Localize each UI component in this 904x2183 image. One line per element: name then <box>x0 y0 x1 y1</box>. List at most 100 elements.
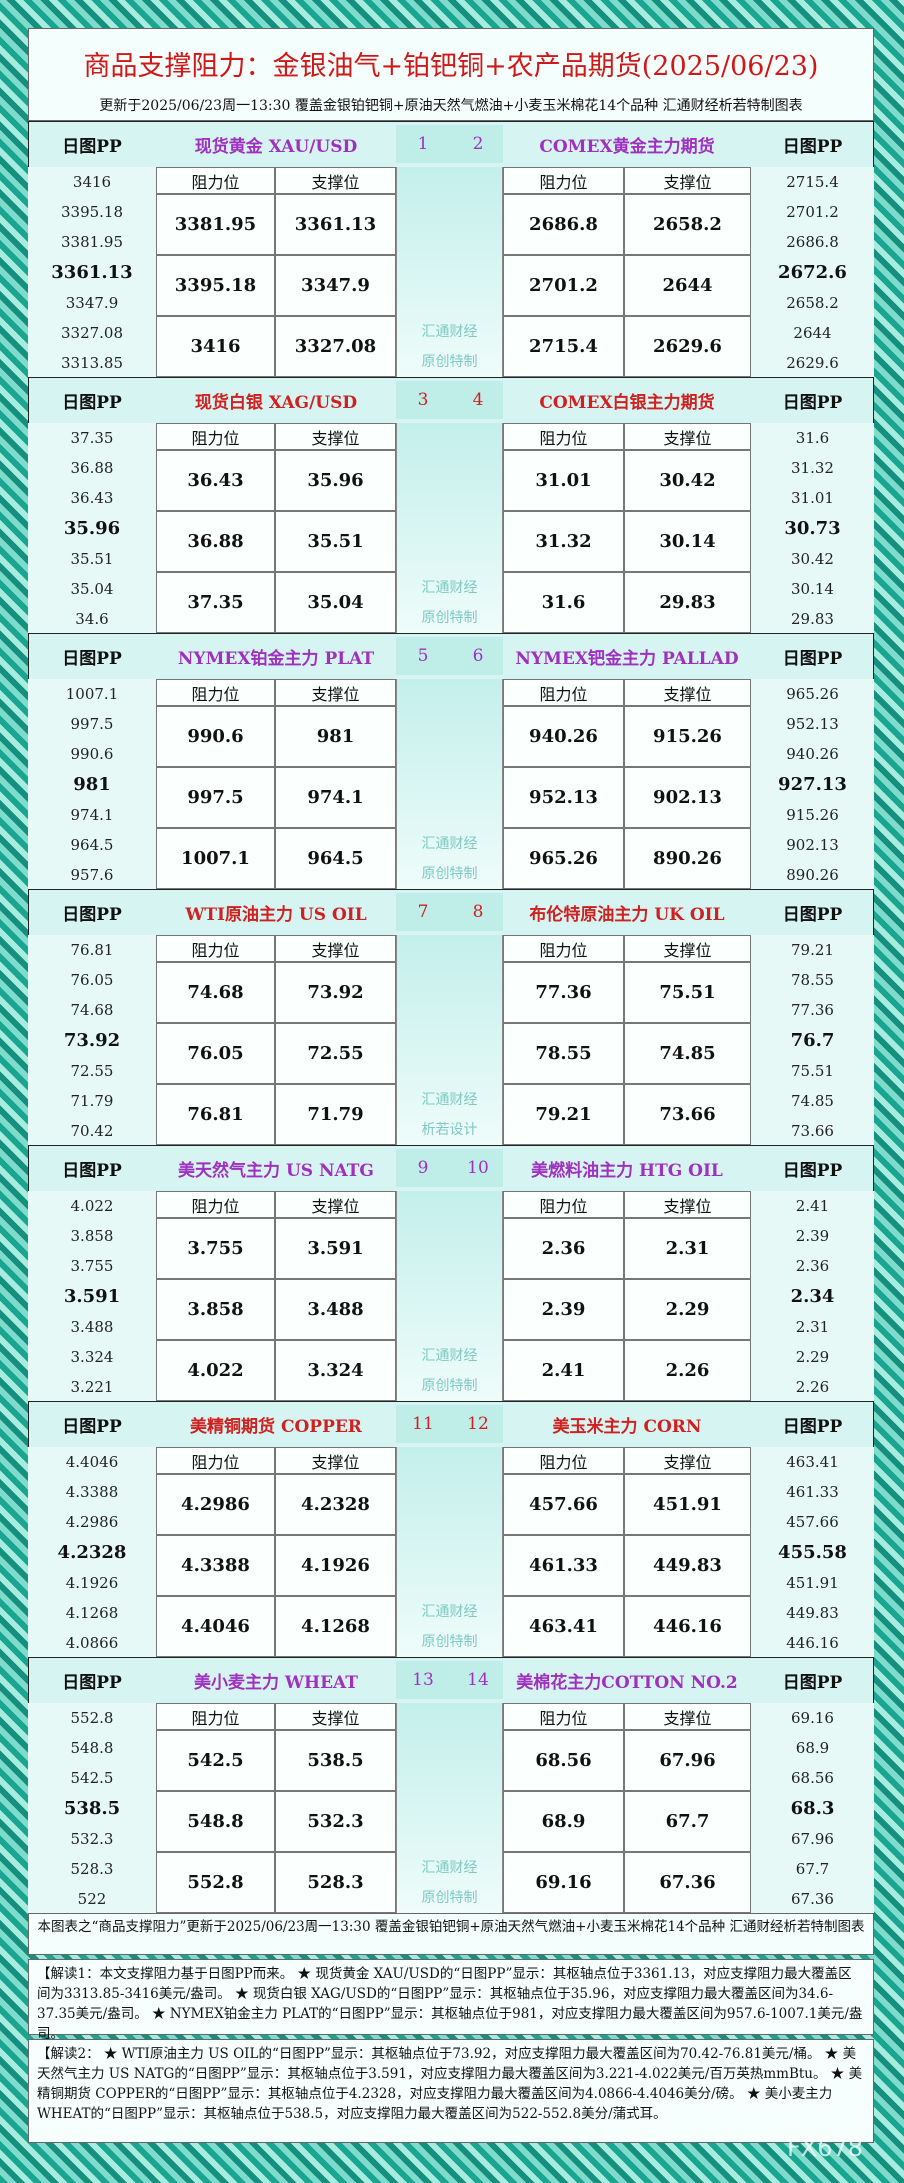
pp-value: 2644 <box>793 324 832 342</box>
resistance-value: 4.3388 <box>156 1535 275 1596</box>
pp-value: 2.36 <box>795 1257 830 1276</box>
instrument-name: NYMEX铂金主力 PLAT <box>177 648 375 669</box>
pp-value: 528.3 <box>70 1860 114 1878</box>
watermark: 汇通财经 <box>421 1348 478 1364</box>
pp-value: 1007.1 <box>65 685 119 703</box>
pp-value: 67.7 <box>795 1860 830 1878</box>
pp-value: 3.755 <box>70 1257 114 1276</box>
pp-value: 74.68 <box>70 1001 114 1020</box>
pp-value: 2.39 <box>795 1227 830 1246</box>
support-value: 3.488 <box>275 1279 396 1340</box>
column-header: 支撑位 <box>275 1703 396 1730</box>
pivot-value: 2.34 <box>790 1286 835 1308</box>
pp-value: 4.2986 <box>65 1513 119 1532</box>
pp-column <box>751 167 874 377</box>
pivot-value: 981 <box>73 774 111 796</box>
resistance-value: 940.26 <box>503 706 624 767</box>
pp-value: 36.43 <box>70 489 114 508</box>
pp-value: 974.1 <box>70 805 114 824</box>
instrument-name: WTI原油主力 US OIL <box>185 904 367 925</box>
resistance-value: 78.55 <box>503 1023 624 1084</box>
pp-value: 78.55 <box>791 971 834 990</box>
support-value: 3327.08 <box>275 316 396 377</box>
resistance-value: 31.6 <box>503 572 624 633</box>
resistance-value: 1007.1 <box>156 828 275 889</box>
support-value: 446.16 <box>624 1596 751 1657</box>
pp-column <box>28 423 156 633</box>
pp-value: 990.6 <box>70 745 114 764</box>
pp-value: 4.4046 <box>65 1453 119 1471</box>
middle-column <box>396 935 503 1145</box>
pp-column <box>751 423 874 633</box>
pp-value: 997.5 <box>70 715 114 734</box>
pp-value: 2.31 <box>795 1317 830 1336</box>
column-header: 阻力位 <box>503 423 624 450</box>
section-number: 9 <box>417 1158 429 1178</box>
column-header: 支撑位 <box>624 1447 751 1474</box>
pp-value: 29.83 <box>791 610 834 629</box>
resistance-value: 36.88 <box>156 511 275 572</box>
support-value: 3.591 <box>275 1218 396 1279</box>
support-value: 35.96 <box>275 450 396 511</box>
instrument-name: COMEX黄金主力期货 <box>539 136 715 157</box>
support-value: 30.42 <box>624 450 751 511</box>
support-value: 2658.2 <box>624 194 751 255</box>
support-value: 890.26 <box>624 828 751 889</box>
column-header: 阻力位 <box>156 679 275 706</box>
pp-label: 日图PP <box>782 1672 843 1693</box>
support-value: 3347.9 <box>275 255 396 316</box>
resistance-value: 4.4046 <box>156 1596 275 1657</box>
column-header: 阻力位 <box>503 167 624 194</box>
watermark: 原创特制 <box>421 1378 478 1394</box>
support-value: 72.55 <box>275 1023 396 1084</box>
column-header: 阻力位 <box>503 679 624 706</box>
pp-value: 69.16 <box>791 1709 834 1727</box>
resistance-value: 2.41 <box>503 1340 624 1401</box>
middle-column <box>396 423 503 633</box>
column-header: 阻力位 <box>156 423 275 450</box>
pp-value: 31.6 <box>795 429 830 447</box>
pp-value: 446.16 <box>786 1634 839 1653</box>
pp-label: 日图PP <box>782 904 843 925</box>
pp-value: 3327.08 <box>60 324 124 342</box>
pivot-value: 68.3 <box>790 1798 835 1820</box>
resistance-value: 457.66 <box>503 1474 624 1535</box>
number-box <box>396 125 503 163</box>
resistance-value: 76.05 <box>156 1023 275 1084</box>
watermark: 原创特制 <box>421 1634 478 1650</box>
pivot-value: 3.591 <box>63 1286 121 1308</box>
section-number: 7 <box>417 902 429 922</box>
resistance-value: 542.5 <box>156 1730 275 1791</box>
pp-column <box>28 1191 156 1401</box>
resistance-value: 4.022 <box>156 1340 275 1401</box>
instrument-name: 美棉花主力COTTON NO.2 <box>516 1672 738 1693</box>
support-value: 29.83 <box>624 572 751 633</box>
section-number: 12 <box>467 1414 489 1434</box>
pp-column <box>751 1447 874 1657</box>
pp-value: 3347.9 <box>65 293 119 312</box>
note-box <box>28 1913 874 1955</box>
column-header: 阻力位 <box>503 935 624 962</box>
pp-value: 4.022 <box>70 1197 114 1215</box>
footer-note: 本图表之“商品支撑阻力”更新于2025/06/23周一13:30 覆盖金银铂钯铜… <box>37 1919 865 1935</box>
section-number: 5 <box>417 646 429 666</box>
pp-value: 522 <box>77 1890 107 1909</box>
pp-value: 31.01 <box>791 489 834 508</box>
resistance-value: 2701.2 <box>503 255 624 316</box>
pp-column <box>751 935 874 1145</box>
support-value: 73.66 <box>624 1084 751 1145</box>
pp-value: 71.79 <box>70 1092 114 1110</box>
resistance-value: 31.32 <box>503 511 624 572</box>
pivot-value: 3361.13 <box>51 262 133 284</box>
pp-label: 日图PP <box>62 1160 122 1181</box>
pp-value: 79.21 <box>791 941 834 959</box>
resistance-value: 79.21 <box>503 1084 624 1145</box>
column-header: 阻力位 <box>503 1703 624 1730</box>
pp-value: 463.41 <box>786 1453 839 1471</box>
column-header: 支撑位 <box>624 1703 751 1730</box>
instrument-name: 现货黄金 XAU/USD <box>194 136 358 157</box>
resistance-value: 3.755 <box>156 1218 275 1279</box>
pp-column <box>28 167 156 377</box>
support-value: 74.85 <box>624 1023 751 1084</box>
pp-label: 日图PP <box>782 1160 843 1181</box>
